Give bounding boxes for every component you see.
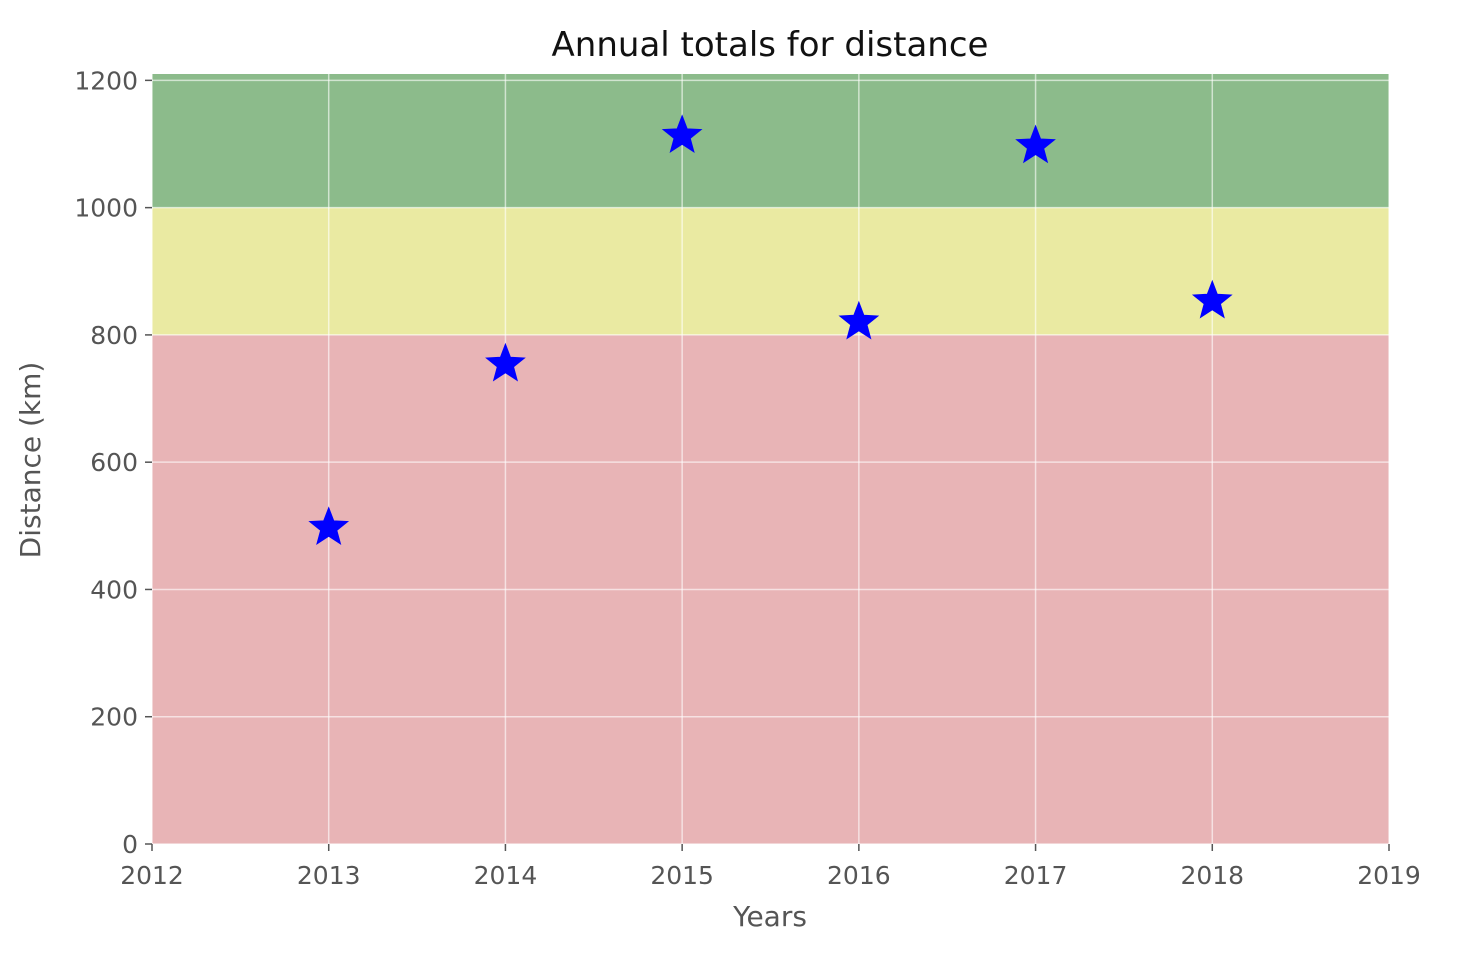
axes: 2012 2013 2014 2015 2016 2017 2018 2019 0 200 400 6… <box>74 66 1420 890</box>
x-tick-label: 2019 <box>1357 861 1421 890</box>
x-tick-label: 2014 <box>474 861 538 890</box>
band-1 <box>152 207 1389 335</box>
y-tick-label: 800 <box>90 321 138 350</box>
background-bands <box>152 74 1389 844</box>
star-marker-2016 <box>838 300 880 340</box>
x-tick-label: 2018 <box>1180 861 1244 890</box>
star-marker-2017 <box>1015 124 1056 164</box>
x-tick-label: 2016 <box>827 861 891 890</box>
data-points <box>308 114 1233 546</box>
y-tick-label: 200 <box>90 703 138 732</box>
star-marker-2014 <box>485 342 526 382</box>
y-tick-label: 1000 <box>74 194 138 223</box>
star-marker-2018 <box>1191 279 1233 319</box>
y-tick-label: 0 <box>122 830 138 859</box>
x-tick-label: 2012 <box>120 861 184 890</box>
x-axis-label: Years <box>732 900 807 933</box>
y-tick-label: 1200 <box>74 66 138 95</box>
x-tick-label: 2015 <box>650 861 714 890</box>
x-tick-label: 2013 <box>297 861 361 890</box>
y-axis-label: Distance (km) <box>14 362 47 559</box>
chart-title: Annual totals for distance <box>552 25 989 65</box>
star-marker-2013 <box>308 506 350 546</box>
band-2 <box>152 74 1389 208</box>
y-tick-label: 400 <box>90 575 138 604</box>
grid-lines <box>151 74 1390 845</box>
x-tick-label: 2017 <box>1004 861 1068 890</box>
y-tick-label: 600 <box>90 448 138 477</box>
star-marker-2015 <box>661 114 703 154</box>
